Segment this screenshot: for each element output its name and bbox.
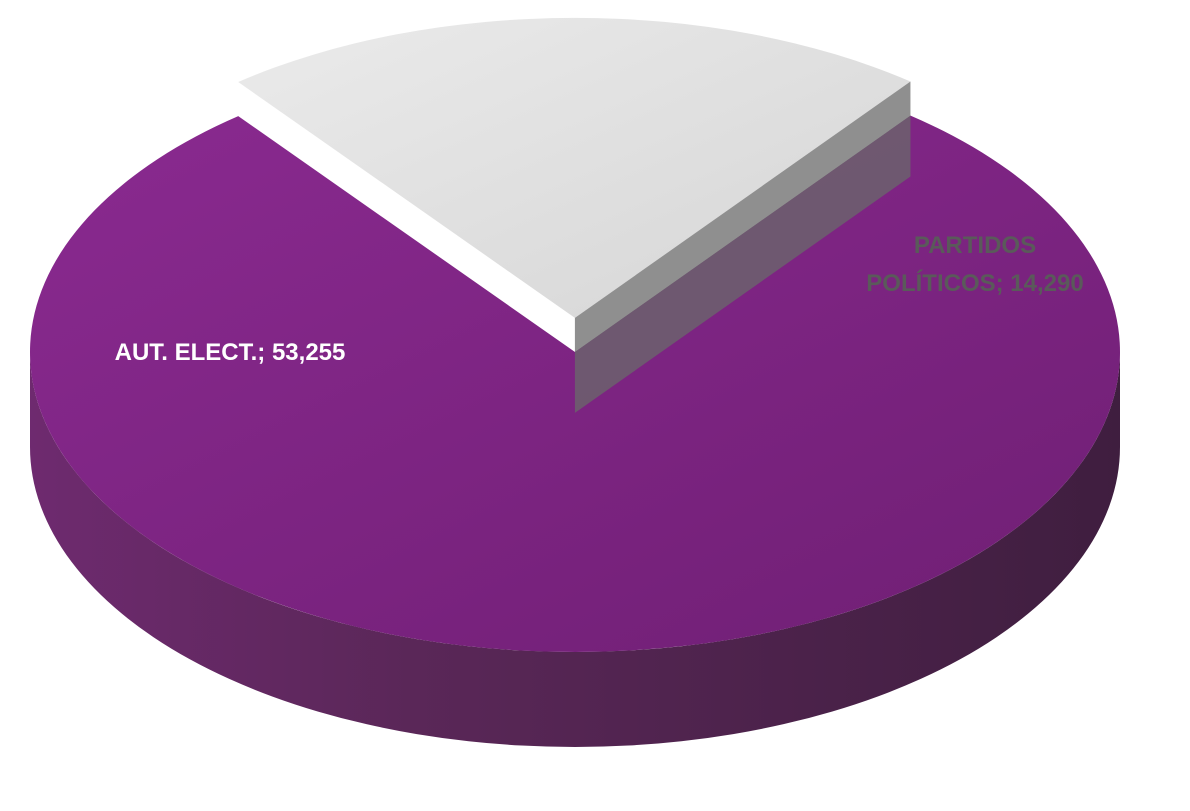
pie-slice-partidos-politicos — [238, 17, 911, 318]
slice-label-line: AUT. ELECT.; 53,255 — [115, 339, 346, 366]
slice-label-aut-elect: AUT. ELECT.; 53,255 — [115, 339, 346, 366]
slice-label-line: POLÍTICOS; 14,290 — [866, 269, 1083, 297]
slice-label-partidos-politicos: PARTIDOS POLÍTICOS; 14,290 — [866, 232, 1083, 297]
slice-label-line: PARTIDOS — [914, 232, 1036, 259]
pie-slice-side-0 — [30, 352, 1120, 747]
pie-slice-side-wall-1 — [574, 81, 911, 413]
